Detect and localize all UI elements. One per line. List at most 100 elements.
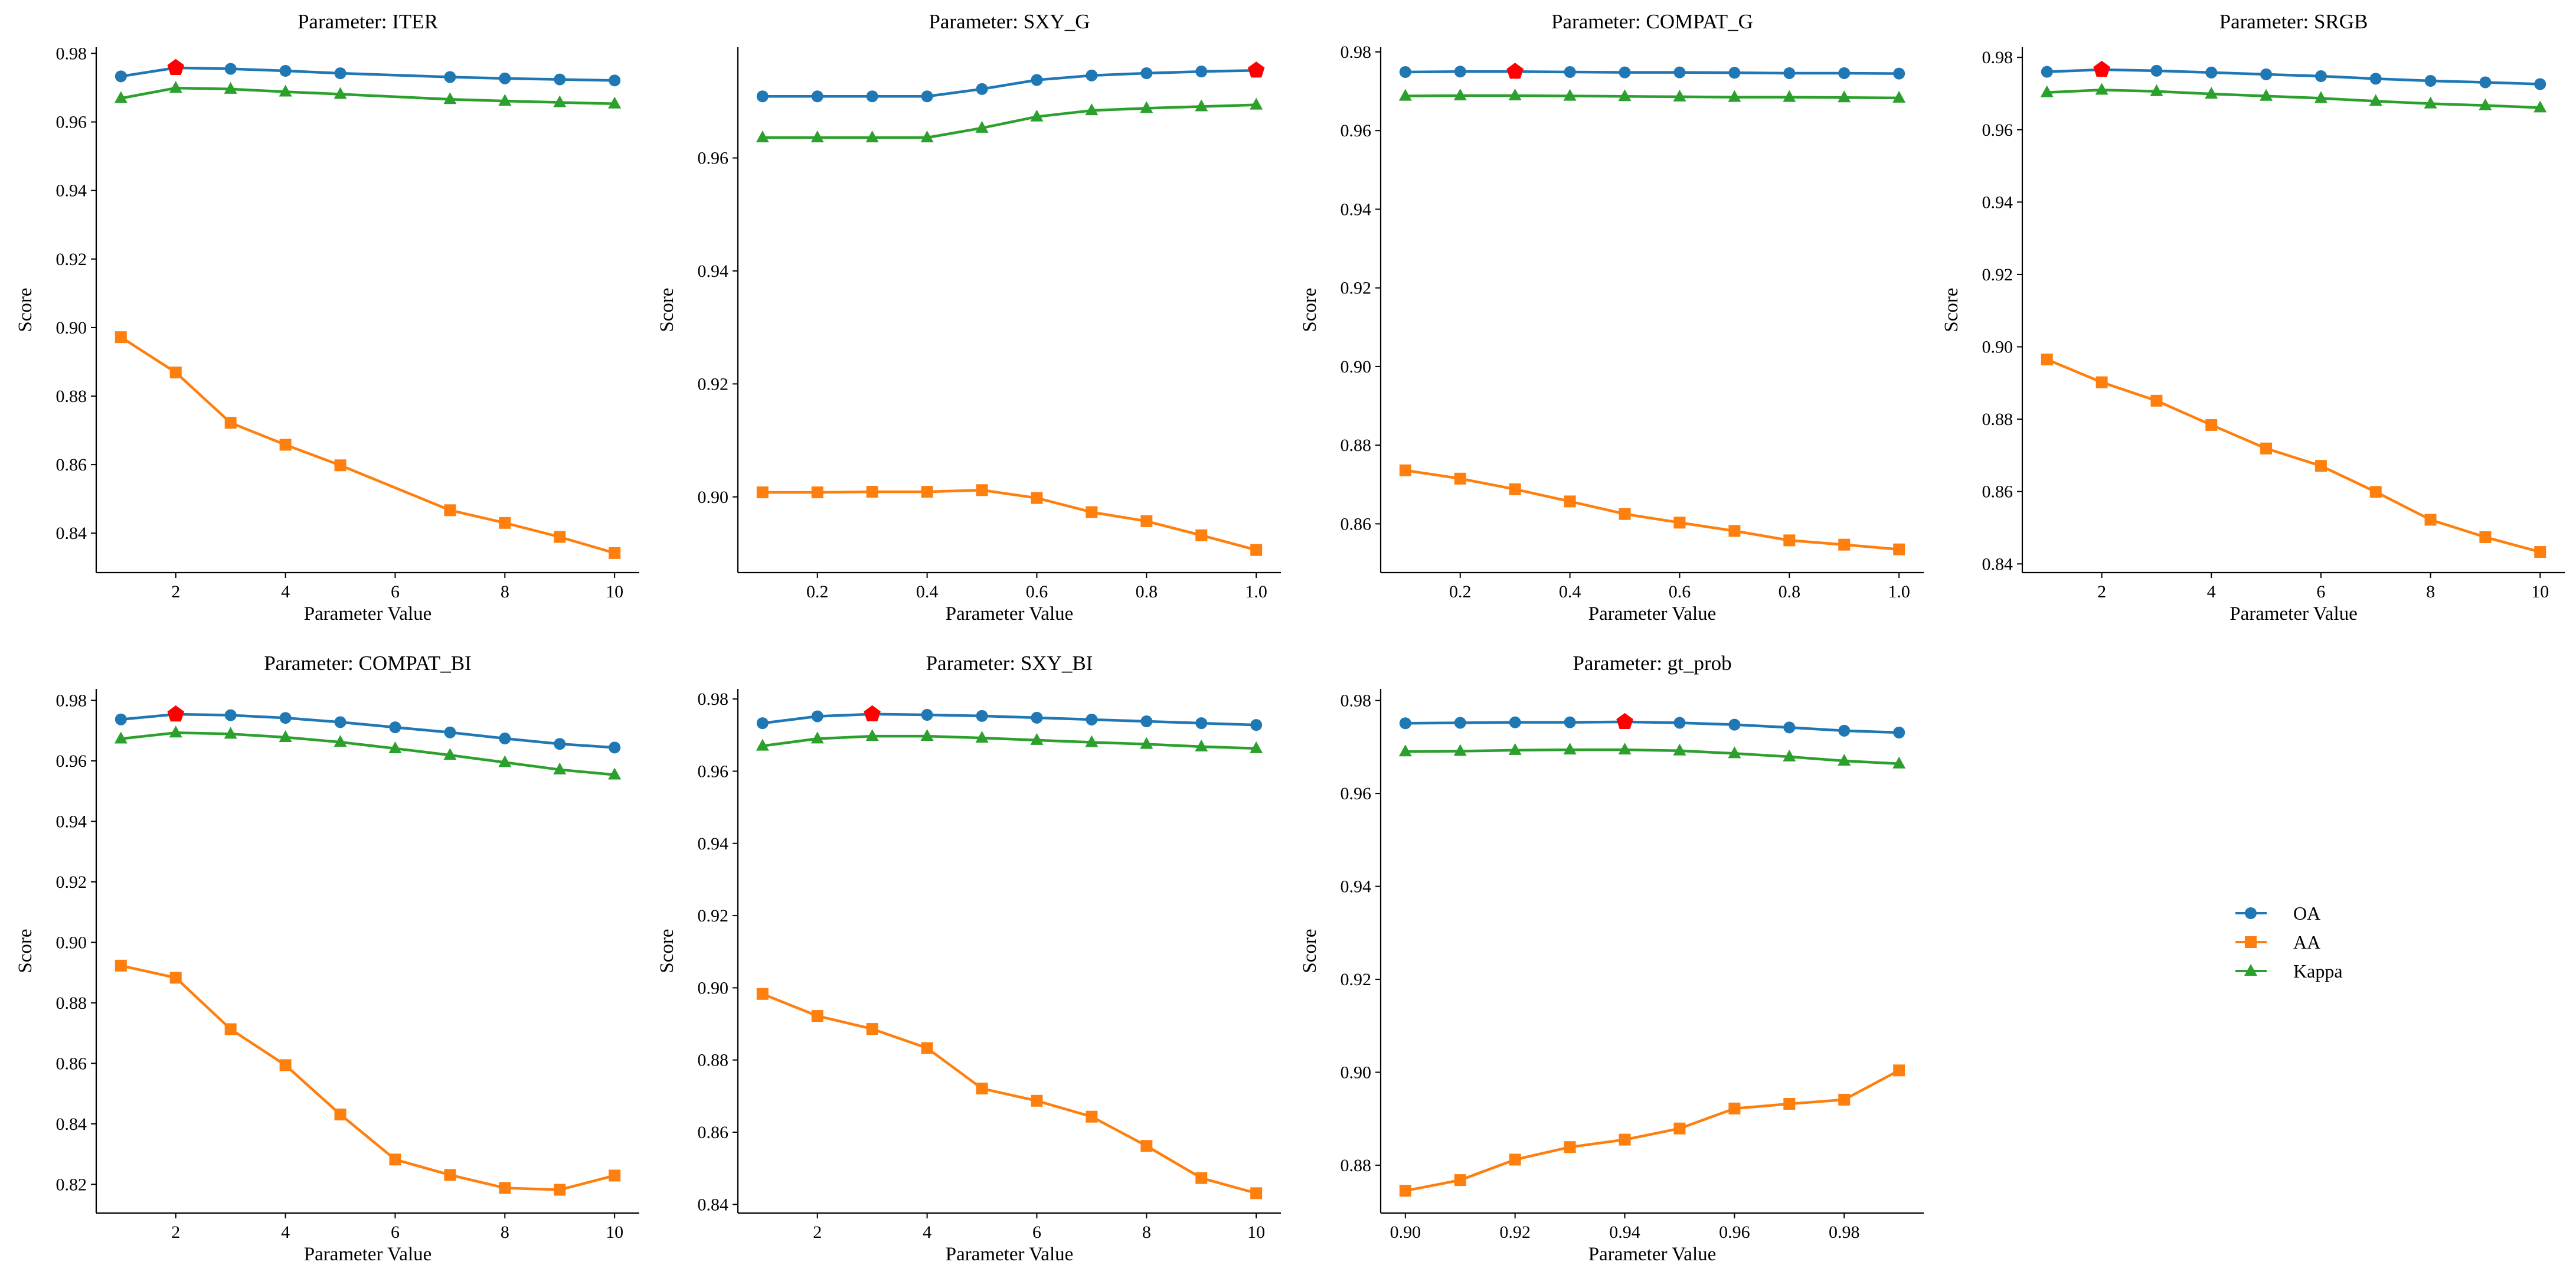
aa-point — [756, 486, 769, 499]
oa-line — [762, 68, 1257, 98]
y-tick-label: 0.94 — [698, 834, 729, 854]
oa-point — [115, 713, 127, 725]
kappa-point — [2095, 83, 2108, 95]
x-tick-label: 0.4 — [1559, 582, 1581, 602]
oa-point — [1086, 69, 1098, 81]
aa-point — [1509, 483, 1521, 495]
aa-point — [1838, 538, 1851, 551]
aa-point — [2205, 419, 2218, 431]
y-tick-label: 0.92 — [56, 250, 87, 269]
oa-point — [1838, 67, 1851, 79]
series-kappa — [1398, 88, 1906, 103]
kappa-point — [810, 731, 824, 744]
aa-point — [1783, 1098, 1796, 1110]
x-tick-label: 10 — [606, 1223, 623, 1242]
y-tick-label: 0.92 — [56, 872, 87, 892]
kappa-point — [334, 735, 347, 747]
x-tick-label: 1.0 — [1245, 582, 1267, 602]
y-tick-label: 0.84 — [56, 524, 87, 543]
x-tick-label: 2 — [813, 1223, 822, 1242]
kappa-point — [1673, 743, 1686, 756]
y-tick-label: 0.84 — [698, 1195, 729, 1214]
oa-point — [811, 710, 823, 723]
kappa-point — [865, 729, 879, 741]
kappa-point — [1398, 89, 1412, 101]
y-axis-label: Score — [15, 287, 36, 332]
aa-point — [1564, 1141, 1576, 1153]
kappa-point — [975, 731, 989, 743]
best-oa-marker — [1506, 63, 1524, 79]
kappa-point — [1783, 749, 1796, 761]
x-tick-label: 0.6 — [1669, 582, 1691, 602]
oa-point — [554, 73, 566, 86]
aa-point — [1673, 517, 1686, 529]
y-axis-label: Score — [1299, 929, 1320, 973]
y-axis-label: Score — [1941, 287, 1962, 332]
x-tick-label: 8 — [2426, 582, 2435, 602]
oa-point — [224, 63, 237, 75]
y-tick-label: 0.98 — [698, 689, 729, 709]
kappa-point — [1453, 744, 1467, 756]
y-tick-label: 0.98 — [56, 691, 87, 710]
kappa-point — [1783, 90, 1796, 102]
aa-point — [2315, 460, 2327, 472]
oa-point — [279, 65, 292, 77]
kappa-point — [1508, 88, 1522, 100]
x-tick-label: 0.4 — [916, 582, 939, 602]
oa-point — [1783, 67, 1796, 79]
aa-point — [115, 959, 127, 972]
aa-point — [1250, 1187, 1263, 1199]
oa-point — [2041, 66, 2053, 78]
y-tick-label: 0.92 — [698, 906, 729, 926]
kappa-point — [224, 81, 237, 94]
x-tick-label: 8 — [501, 582, 509, 602]
aa-point — [224, 1023, 237, 1035]
kappa-point — [1195, 99, 1208, 112]
subplot-sxy-bi: Parameter: SXY_BI 0.84 0.86 0.88 0.90 0.92 0.9… — [656, 652, 1281, 1265]
kappa-point — [1195, 739, 1208, 751]
legend-entry-oa: OA — [2235, 903, 2320, 924]
subplot-title: Parameter: SRGB — [2219, 10, 2368, 33]
aa-point — [1086, 1110, 1098, 1123]
y-tick-label: 0.88 — [1341, 436, 1372, 455]
kappa-point — [756, 738, 769, 751]
subplot-sxy-g: Parameter: SXY_G 0.90 0.92 0.94 0.96 0.2 0.4 0.… — [656, 10, 1281, 625]
oa-point — [1673, 717, 1686, 729]
aa-point — [866, 486, 878, 498]
y-tick-label: 0.90 — [56, 318, 87, 338]
oa-point — [1893, 727, 1905, 738]
x-tick-label: 0.96 — [1719, 1223, 1750, 1242]
y-tick-label: 0.88 — [56, 993, 87, 1013]
kappa-point — [1398, 744, 1412, 757]
kappa-line — [762, 103, 1257, 139]
x-axis-label: Parameter Value — [1588, 603, 1717, 625]
aa-point — [811, 486, 823, 499]
y-tick-label: 0.88 — [698, 1051, 729, 1070]
aa-point — [444, 1169, 456, 1181]
aa-point — [2424, 514, 2437, 526]
y-tick-label: 0.96 — [698, 149, 729, 168]
kappa-point — [1453, 88, 1467, 100]
y-tick-label: 0.90 — [698, 978, 729, 998]
kappa-point — [1728, 90, 1741, 102]
subplot-compat-bi: Parameter: COMPAT_BI 0.82 0.84 0.86 0.88 0.90… — [15, 652, 639, 1265]
y-tick-label: 0.90 — [1982, 338, 2013, 357]
oa-point — [1195, 66, 1208, 78]
x-tick-label: 2 — [171, 1223, 180, 1242]
oa-point — [1086, 713, 1098, 725]
aa-point — [1399, 464, 1411, 476]
kappa-point — [1140, 737, 1153, 749]
oa-point — [499, 72, 511, 84]
aa-point — [2369, 486, 2382, 498]
oa-point — [2534, 78, 2546, 90]
aa-point — [1250, 544, 1263, 556]
oa-point — [444, 71, 456, 83]
y-tick-label: 0.84 — [1982, 554, 2013, 574]
kappa-point — [2314, 91, 2327, 103]
kappa-point — [224, 727, 237, 739]
legend-entry-aa: AA — [2235, 931, 2320, 953]
oa-point — [1728, 67, 1741, 79]
series-kappa — [114, 81, 622, 109]
oa-point — [1140, 67, 1153, 80]
